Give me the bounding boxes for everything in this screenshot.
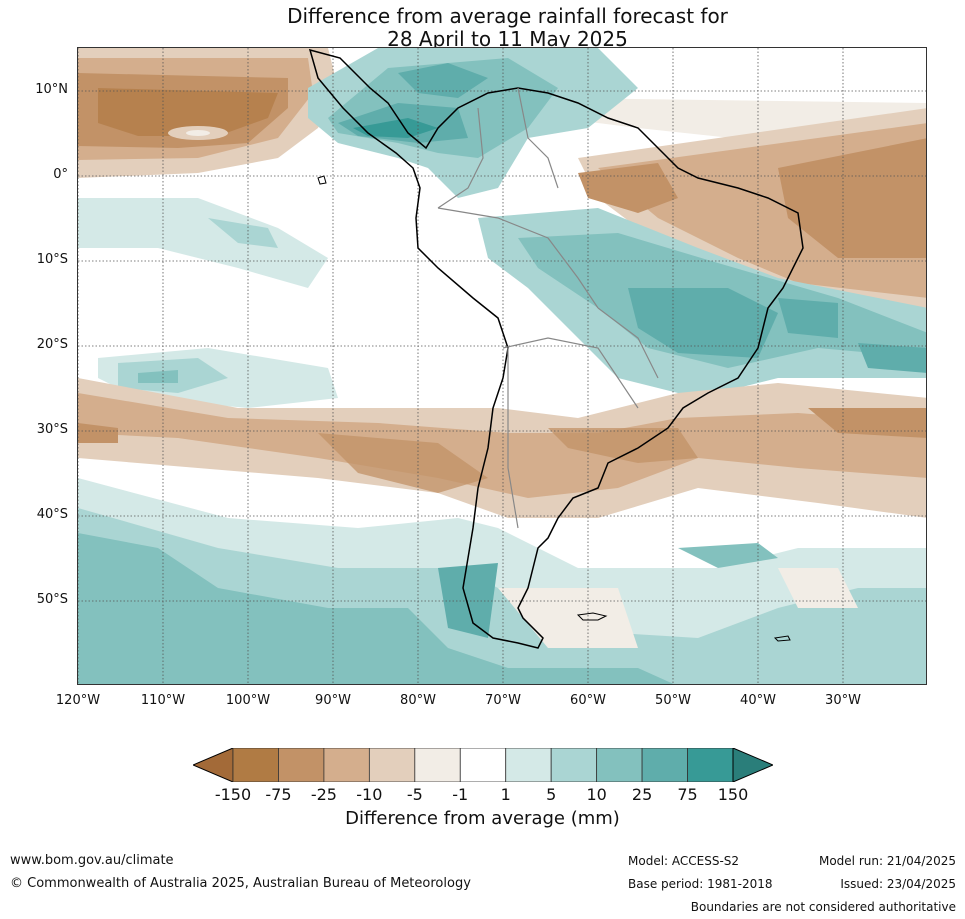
colorbar-tick-label: 150 [717,785,749,804]
model-name: Model: ACCESS-S2 [628,854,740,868]
colorbar-tick-label: -1 [452,785,469,804]
lon-label-80w: 80°W [400,693,436,708]
map-canvas [78,48,926,684]
south-america-coastline [308,48,804,649]
rainfall-anomaly-map [77,47,927,685]
issued-date: Issued: 23/04/2025 [840,877,956,891]
colorbar-tick-label: -25 [310,785,337,804]
southern-wet-band [78,478,926,684]
colorbar-extend-high [732,747,775,783]
colorbar-swatch [596,747,643,783]
colorbar-tick-label: -10 [356,785,383,804]
title-line-1: Difference from average rainfall forecas… [287,4,728,28]
colorbar-tick-label: 25 [631,785,653,804]
copyright-text: © Commonwealth of Australia 2025, Austra… [10,876,471,891]
colorbar-swatch [323,747,370,783]
lon-label-120w: 120°W [55,693,101,708]
colorbar-swatch [368,747,416,783]
brazil-dry-region [578,108,926,318]
lon-label-40w: 40°W [740,693,776,708]
colorbar-tick-label: 10 [586,785,607,804]
northern-dry-band [78,48,926,178]
central-brazil-wet-region [478,208,926,398]
graticule [78,48,926,684]
lat-label-40s: 40°S [36,507,68,522]
lat-label-30s: 30°S [36,422,68,437]
lon-label-100w: 100°W [225,693,271,708]
website-link[interactable]: www.bom.gov.au/climate [10,853,174,868]
lat-label-50s: 50°S [36,592,68,607]
colorbar-tick-label: -5 [406,785,423,804]
colorbar-tick-label: -75 [265,785,292,804]
colorbar-swatch [505,747,552,783]
colorbar-swatch [687,747,734,783]
colorbar-swatch [550,747,598,783]
lon-label-60w: 60°W [570,693,606,708]
colorbar-swatch [414,747,461,783]
lat-label-10n: 10°N [35,82,68,97]
colorbar-title: Difference from average (mm) [345,808,620,829]
south-georgia [773,635,791,642]
title-line-2: 28 April to 11 May 2025 [387,27,628,51]
model-run-date: Model run: 21/04/2025 [818,854,956,868]
lon-label-90w: 90°W [315,693,351,708]
base-period: Base period: 1981-2018 [628,877,773,891]
colorbar-graphic [191,747,775,783]
galapagos-islands [317,175,327,185]
lon-label-50w: 50°W [655,693,691,708]
country-borders [437,87,659,529]
lat-label-10s: 10°S [36,252,68,267]
colorbar-extend-low [191,747,234,783]
colorbar-swatch [459,747,507,783]
lat-label-20s: 20°S [36,337,68,352]
colorbar-swatch [278,747,325,783]
lon-label-30w: 30°W [825,693,861,708]
colorbar-tick-label: 5 [546,785,557,804]
colorbar-tick-label: -150 [214,785,252,804]
subtropical-dry-band [78,378,926,518]
lon-label-70w: 70°W [485,693,521,708]
colorbar-swatch [232,747,279,783]
colorbar-tick-label: 1 [500,785,511,804]
colorbar-swatch [641,747,688,783]
colorbar-tick-label: 75 [677,785,698,804]
lon-label-110w: 110°W [140,693,186,708]
lat-label-0: 0° [53,167,68,182]
boundaries-disclaimer: Boundaries are not considered authoritat… [690,900,956,914]
colorbar [191,747,775,783]
map-title: Difference from average rainfall forecas… [0,5,965,51]
falkland-islands [576,612,608,621]
